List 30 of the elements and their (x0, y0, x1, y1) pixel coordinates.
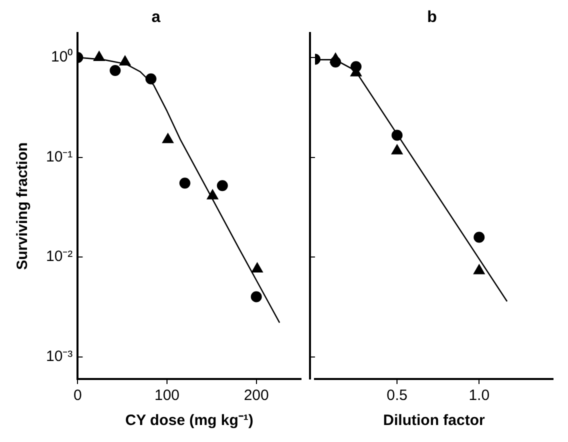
point (330, 56, 342, 68)
y-tick-label: 10⁰ (50, 48, 73, 66)
point (145, 73, 156, 84)
point (350, 61, 362, 72)
chart-title: b (427, 9, 438, 26)
point (391, 144, 403, 154)
point (216, 180, 228, 192)
x-axis-title: CY dose (mg kg⁻¹) (125, 412, 254, 430)
y-tick-label: 10⁻³ (46, 348, 73, 365)
x-tick-label: 200 (244, 387, 269, 404)
point (162, 133, 174, 144)
point (179, 178, 190, 189)
point (110, 65, 121, 76)
point (392, 130, 403, 141)
y-tick-label: 10⁻¹ (46, 148, 73, 166)
y-axis-title: Surviving fraction (14, 142, 32, 270)
y-tick-label: 10⁻² (46, 248, 73, 266)
chart-title: a (152, 9, 161, 26)
point (119, 56, 131, 66)
x-tick-label: 1.0 (468, 387, 490, 404)
x-tick-label: 100 (154, 387, 180, 404)
x-axis-title: Dilution factor (383, 412, 485, 430)
x-tick-label: 0 (74, 387, 82, 404)
point (473, 264, 485, 274)
point (474, 232, 485, 243)
point (93, 50, 105, 61)
point (252, 262, 263, 272)
point (206, 189, 218, 200)
x-tick-label: 0.5 (386, 387, 408, 404)
point (250, 291, 262, 302)
